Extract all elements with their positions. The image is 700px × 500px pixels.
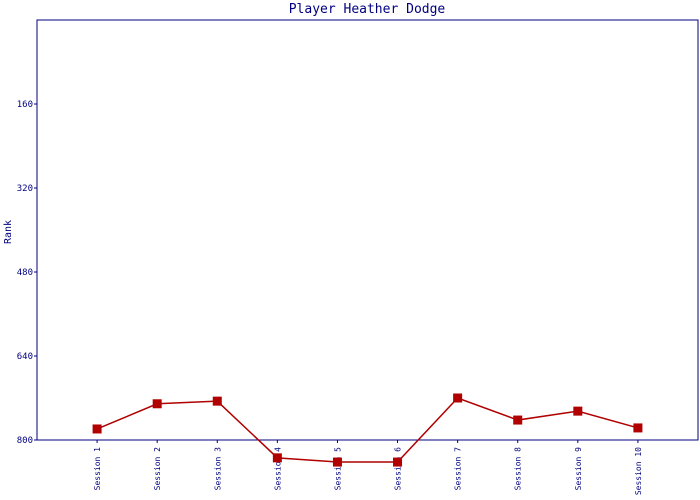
plot-frame [36,19,699,441]
x-tick-label: Session 7 [454,447,463,491]
x-tick-label: Session 5 [333,447,342,491]
marker [573,406,583,416]
x-tick-label: Session 10 [634,447,643,495]
marker [332,457,342,467]
x-tick-label: Session 6 [394,447,403,491]
marker [513,415,523,425]
x-tick-label: Session 8 [514,447,523,491]
x-tick-label: Session 2 [153,447,162,491]
y-axis-label: Rank [3,220,14,244]
line [96,397,639,463]
x-tick-label: Session 1 [93,447,102,491]
x-tick-label: Session 4 [273,447,282,491]
y-tick-label: 640 [17,352,33,362]
x-tick-label: Session 3 [213,447,222,491]
y-tick-label: 320 [17,184,33,194]
marker [152,399,162,409]
y-tick-label: 480 [17,268,33,278]
y-tick-label: 800 [17,436,33,446]
chart-title: Player Heather Dodge [289,2,446,17]
marker [212,396,222,406]
marker [633,423,643,433]
marker [92,424,102,434]
marker [272,453,282,463]
y-tick-label: 160 [17,100,33,110]
x-tick-label: Session 9 [574,447,583,491]
marker [393,457,403,467]
marker [453,393,463,403]
